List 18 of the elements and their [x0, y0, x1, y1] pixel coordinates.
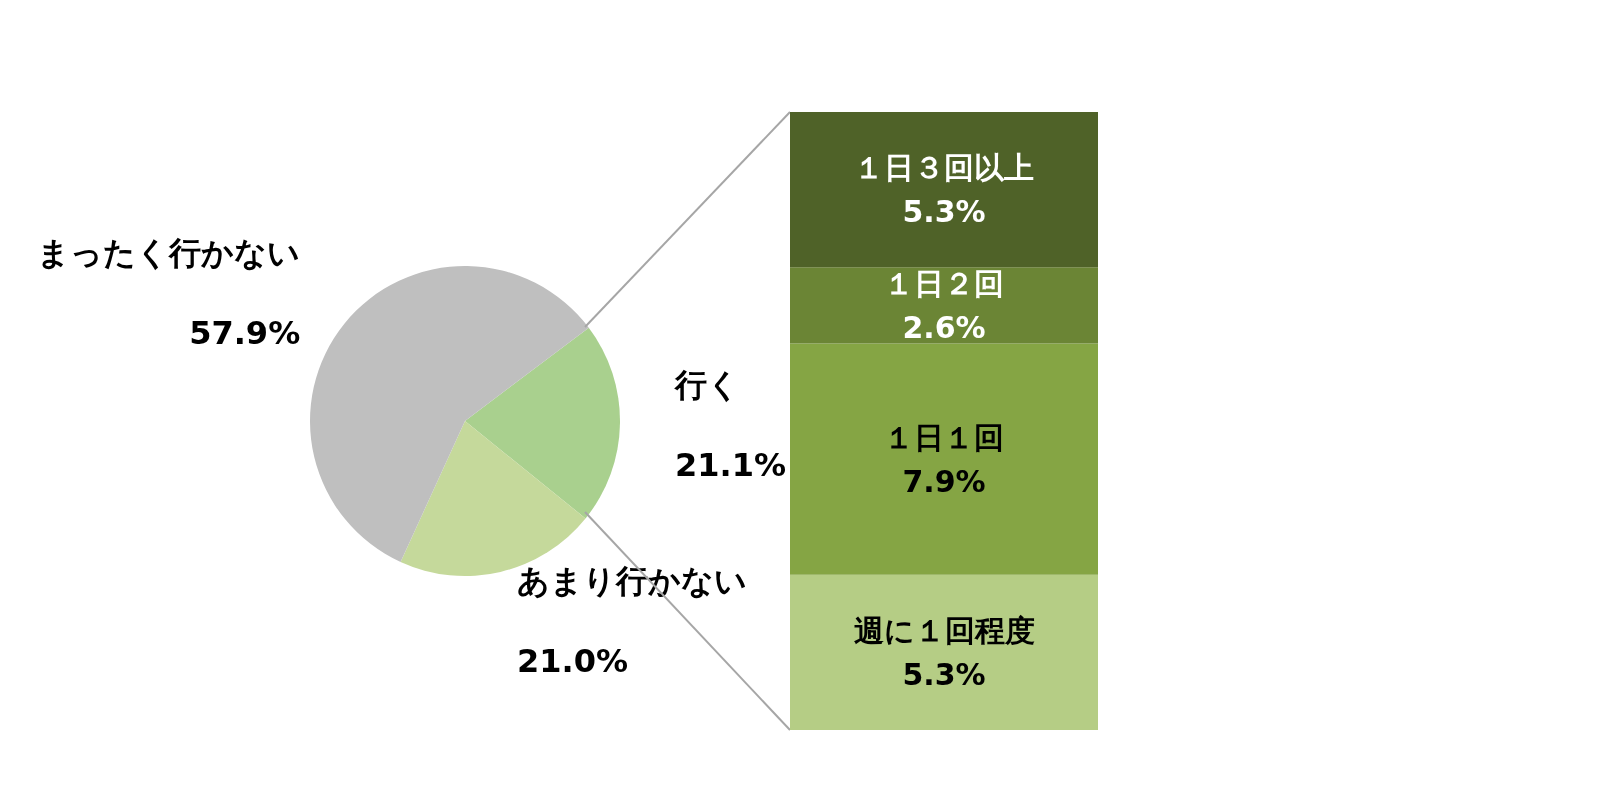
series-label: １日３回以上	[854, 150, 1034, 186]
slice-label: まったく行かない	[37, 233, 301, 272]
data-label: 21.1%	[674, 445, 786, 484]
bar	[790, 267, 1098, 344]
bar	[790, 574, 1098, 730]
data-label: 21.0%	[516, 641, 628, 680]
data-label: 5.3%	[902, 656, 986, 692]
bar	[790, 112, 1098, 268]
series-label: 週に１回程度	[853, 612, 1035, 648]
data-label: 5.3%	[902, 194, 986, 230]
data-label: 57.9%	[189, 313, 301, 352]
bar	[790, 343, 1098, 575]
slice-label: あまり行かない	[516, 561, 747, 600]
slice-label: 行く	[673, 365, 740, 404]
data-label: 7.9%	[902, 463, 986, 499]
data-label: 2.6%	[902, 309, 986, 345]
series-label: １日２回	[884, 265, 1004, 301]
series-label: １日１回	[884, 419, 1004, 455]
